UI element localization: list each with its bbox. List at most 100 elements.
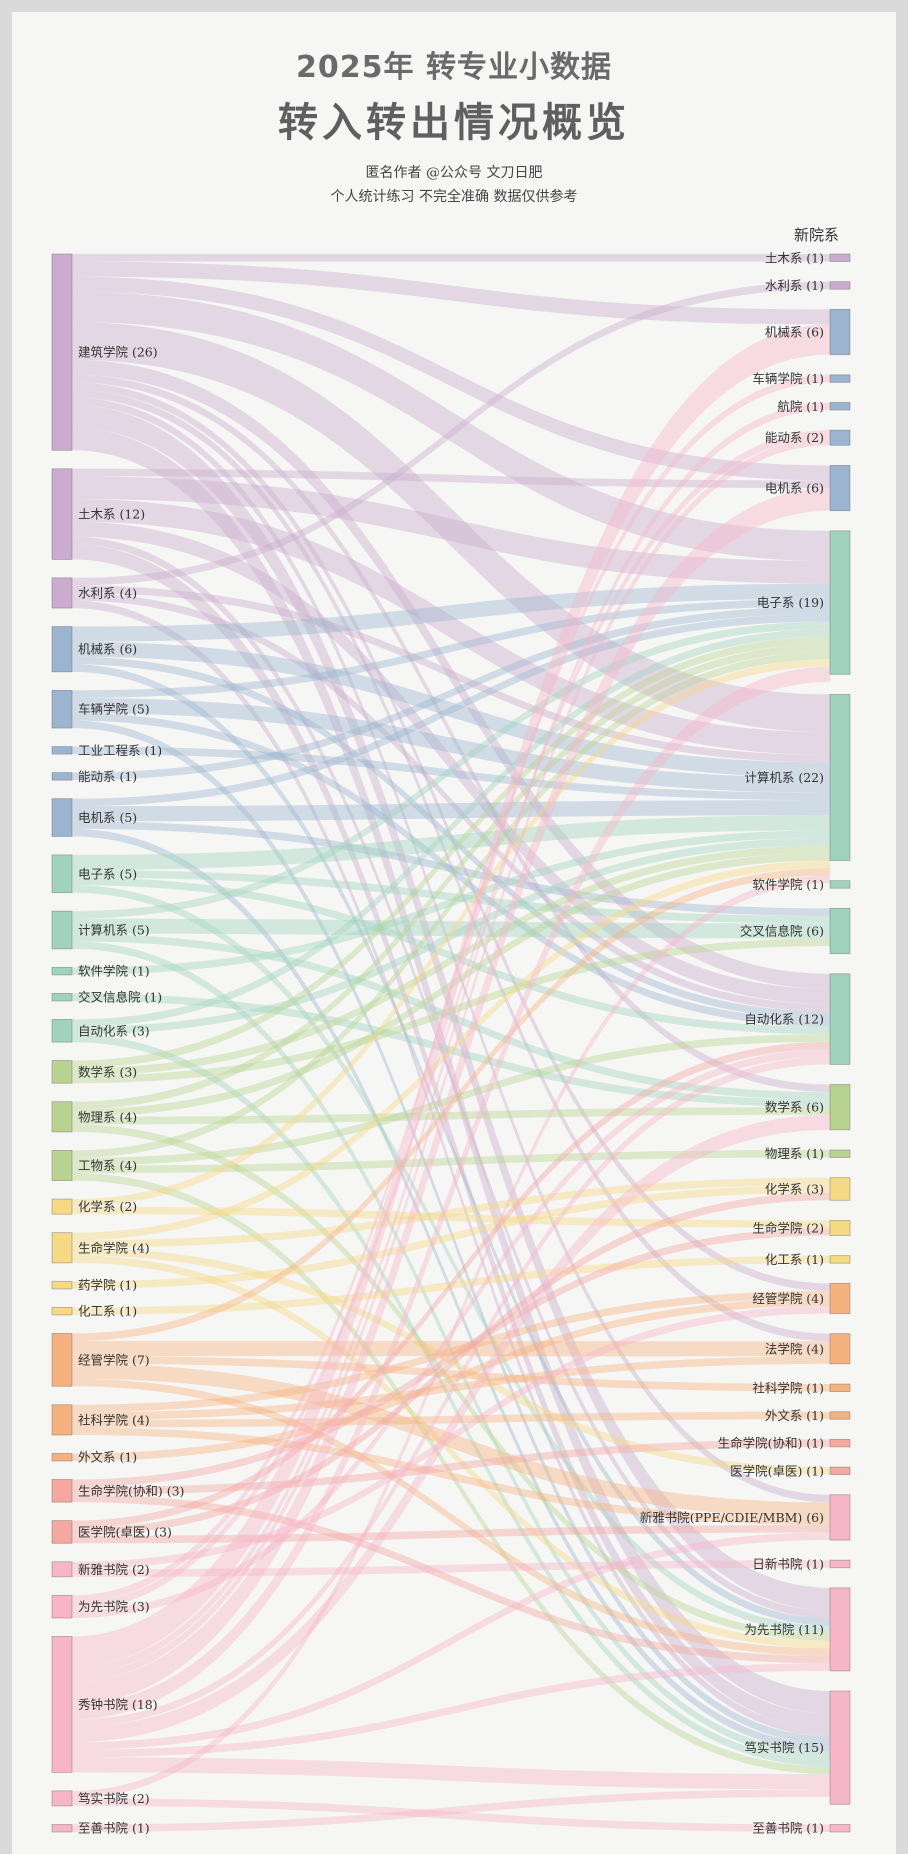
flow-为先书院-to-车辆学院: [72, 374, 830, 1603]
flow-土木系-to-电机系: [72, 468, 830, 489]
flow-物理系-to-计算机系: [72, 852, 830, 1117]
flow-土木系-to-自动化系: [72, 521, 830, 1004]
flow-水利系-to-水利系: [72, 281, 830, 586]
flow-土木系-to-电子系: [72, 476, 830, 584]
source-node-社科学院: [51, 1404, 73, 1436]
flow-电子系-to-计算机系: [72, 815, 830, 870]
flow-生命学院-协和--to-生命学院-协和-: [72, 1439, 830, 1495]
source-node-物理系: [51, 1101, 73, 1133]
target-node-笃实书院: [829, 1690, 851, 1805]
source-label-新雅书院: 新雅书院 (2): [78, 1562, 150, 1577]
flow-生命学院-协和--to-生命学院: [72, 1227, 830, 1488]
flow-化学系-to-生命学院: [72, 1206, 830, 1228]
flow-电子系-to-为先书院: [72, 885, 830, 1634]
flow-建筑学院-to-为先书院: [72, 405, 830, 1611]
source-node-外文系: [51, 1453, 73, 1462]
source-label-车辆学院: 车辆学院 (5): [78, 702, 150, 717]
flow-经管学院-to-为先书院: [72, 1378, 830, 1656]
chart-subtitle-author: 匿名作者 @公众号 文刀日肥: [365, 165, 543, 181]
target-node-社科学院: [829, 1383, 851, 1392]
target-label-至善书院: 至善书院 (1): [752, 1821, 824, 1836]
source-label-土木系: 土木系 (12): [78, 507, 145, 522]
flow-工业工程系-to-计算机系: [72, 746, 830, 801]
source-label-数学系: 数学系 (3): [78, 1064, 137, 1079]
target-label-数学系: 数学系 (6): [765, 1100, 824, 1115]
source-node-自动化系: [51, 1019, 73, 1043]
flow-经管学院-to-计算机系: [72, 868, 830, 1341]
source-node-车辆学院: [51, 689, 73, 729]
target-node-土木系: [829, 253, 851, 262]
flow-自动化系-to-笃实书院: [72, 1034, 830, 1767]
flow-药学院-to-化学系: [72, 1185, 830, 1289]
target-node-外文系: [829, 1411, 851, 1420]
source-label-计算机系: 计算机系 (5): [78, 923, 150, 938]
flow-机械系-to-自动化系: [72, 656, 830, 1020]
target-label-电机系: 电机系 (6): [765, 481, 824, 496]
source-node-为先书院: [51, 1594, 73, 1619]
flow-车辆学院-to-计算机系: [72, 697, 830, 793]
flow-生命学院-协和--to-为先书院: [72, 1494, 830, 1664]
source-label-工业工程系: 工业工程系 (1): [78, 743, 162, 758]
target-label-机械系: 机械系 (6): [765, 325, 824, 340]
flow-医学院-卓医--to-自动化系: [72, 1041, 830, 1529]
target-label-医学院-卓医-: 医学院(卓医) (1): [730, 1463, 824, 1478]
flow-水利系-to-自动化系: [72, 592, 830, 1012]
source-label-医学院-卓医-: 医学院(卓医) (3): [78, 1524, 172, 1539]
flow-生命学院-to-计算机系: [72, 860, 830, 1241]
flow-生命学院-to-为先书院: [72, 1255, 830, 1649]
source-label-为先书院: 为先书院 (3): [78, 1599, 150, 1614]
flow-电机系-to-笃实书院: [72, 828, 830, 1752]
source-node-工物系: [51, 1149, 73, 1181]
chart-title: 转入转出情况概览: [278, 100, 630, 146]
target-node-计算机系: [829, 694, 851, 861]
source-node-土木系: [51, 468, 73, 560]
flow-笃实书院-to-计算机系: [72, 875, 830, 1799]
flow-社科学院-to-法学院: [72, 1356, 830, 1420]
source-label-机械系: 机械系 (6): [78, 642, 137, 657]
target-node-物理系: [829, 1149, 851, 1158]
flow-工物系-to-电子系: [72, 651, 830, 1158]
flow-秀钟书院-to-机械系: [72, 324, 830, 1667]
target-node-电机系: [829, 465, 851, 512]
source-node-秀钟书院: [51, 1636, 73, 1773]
target-label-经管学院: 经管学院 (4): [752, 1291, 824, 1306]
target-label-日新书院: 日新书院 (1): [752, 1556, 824, 1571]
flow-至善书院-to-笃实书院: [72, 1789, 830, 1832]
source-label-能动系: 能动系 (1): [78, 769, 137, 784]
target-node-医学院-卓医-: [829, 1466, 851, 1476]
sankey-nodes: [51, 253, 851, 1833]
target-node-法学院: [829, 1333, 851, 1365]
target-label-车辆学院: 车辆学院 (1): [752, 371, 824, 386]
source-node-软件学院: [51, 966, 73, 976]
source-label-外文系: 外文系 (1): [78, 1450, 137, 1465]
flow-化工系-to-化工系: [72, 1255, 830, 1315]
source-label-化工系: 化工系 (1): [78, 1304, 137, 1319]
flow-电机系-to-交叉信息院: [72, 821, 830, 916]
target-label-电子系: 电子系 (19): [757, 595, 824, 610]
target-node-水利系: [829, 281, 851, 290]
flow-生命学院-to-化学系: [72, 1177, 830, 1248]
target-label-为先书院: 为先书院 (11): [744, 1622, 824, 1637]
target-label-水利系: 水利系 (1): [765, 278, 824, 293]
target-node-日新书院: [829, 1559, 851, 1569]
source-node-交叉信息院: [51, 992, 73, 1002]
target-label-航院: 航院 (1): [777, 399, 824, 414]
flow-计算机系-to-电子系: [72, 621, 830, 919]
flow-秀钟书院-to-自动化系: [72, 1056, 830, 1728]
flow-工物系-to-物理系: [72, 1149, 830, 1174]
flow-社科学院-to-新雅书院-PPE-CDIE-MBM-: [72, 1427, 830, 1525]
flow-建筑学院-to-新雅书院-PPE-CDIE-MBM-: [72, 397, 830, 1503]
source-label-生命学院-协和-: 生命学院(协和) (3): [78, 1483, 184, 1498]
target-label-社科学院: 社科学院 (1): [752, 1380, 824, 1395]
target-label-化学系: 化学系 (3): [765, 1181, 824, 1196]
source-node-笃实书院: [51, 1790, 73, 1807]
target-label-计算机系: 计算机系 (22): [744, 770, 824, 785]
target-node-航院: [829, 402, 851, 411]
target-node-化工系: [829, 1255, 851, 1264]
flow-建筑学院-to-自动化系: [72, 359, 830, 989]
flow-外文系-to-经管学院: [72, 1298, 830, 1461]
flow-工物系-to-自动化系: [72, 1034, 830, 1166]
source-node-工业工程系: [51, 746, 73, 755]
flow-车辆学院-to-自动化系: [72, 712, 830, 1027]
